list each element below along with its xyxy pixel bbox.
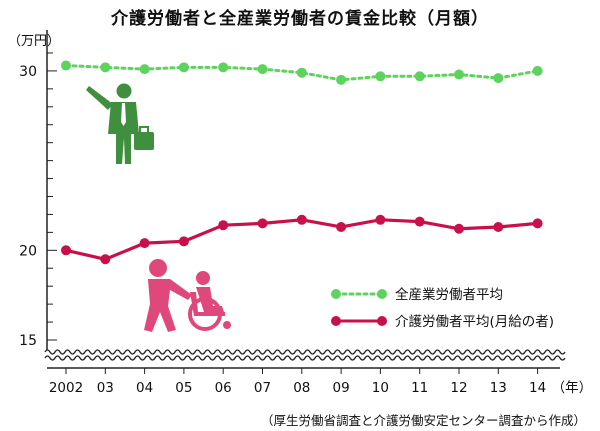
all-industry-point [336,74,347,85]
x-tick-label: 03 [97,380,114,396]
y-tick-label: 15 [19,333,37,349]
care-worker-point [454,223,464,234]
care-worker-point [218,220,229,231]
care-worker-point [257,218,268,229]
businessman-icon [86,83,154,164]
x-tick-label: 04 [136,380,153,396]
chart-title: 介護労働者と全産業労働者の賃金比較（月額） [111,9,489,29]
care-worker-point [532,218,543,229]
all-industry-point [61,60,71,71]
x-tick-label: 14 [529,380,546,396]
all-industry-point [257,64,268,75]
caregiver-head [149,259,167,277]
x-tick-label: 09 [333,380,350,396]
axis-break-line [44,355,566,361]
x-tick-label: 13 [490,380,507,396]
y-tick-label: 20 [19,243,37,259]
all-industry-point [139,64,150,75]
care-worker-point [375,214,386,225]
all-industry-point [375,71,386,82]
x-axis-unit: （年） [552,380,593,396]
legend-label: 介護労働者平均(月給の者) [395,314,554,330]
legend-marker [377,289,387,299]
caregiver-body [144,279,192,332]
care-worker-point [493,221,504,232]
all-industry-point [100,62,111,73]
care-worker-point [61,245,71,256]
axis-break-line [44,349,566,355]
care-worker-point [139,238,150,249]
care-worker-point [336,221,347,232]
patient-head [196,271,210,285]
all-industry-point [454,69,464,80]
x-tick-label: 05 [175,380,192,396]
wheelchair-frame [190,292,225,316]
x-tick-label: 07 [254,380,271,396]
wheelchair-front-wheel [223,321,231,329]
care-worker-point [178,236,189,247]
legend-marker [377,316,387,326]
businessman-briefcase [134,132,154,150]
x-tick-label: 2002 [49,380,83,396]
wheelchair-caregiver-icon [144,259,231,332]
x-tick-label: 06 [215,380,232,396]
businessman-arm [86,86,113,110]
all-industry-point [178,62,189,73]
all-industry-point [296,67,307,78]
all-industry-point [218,62,229,73]
businessman-head [116,83,132,99]
care-worker-point [296,214,307,225]
all-industry-point [414,71,425,82]
businessman-tie [121,103,126,126]
legend-marker [331,289,341,299]
legend-marker [331,316,341,326]
briefcase-handle [139,126,149,134]
care-worker-line [65,218,538,261]
all-industry-point [493,73,504,84]
y-tick-label: 30 [19,64,37,80]
x-tick-label: 12 [450,380,467,396]
care-worker-point [414,216,425,227]
legend-label: 全産業労働者平均 [395,286,503,303]
all-industry-point [532,65,543,76]
x-tick-label: 10 [372,380,389,396]
x-tick-label: 11 [411,380,428,396]
businessman-body [108,102,139,164]
x-tick-label: 08 [293,380,310,396]
source-note: （厚生労働省調査と介護労働安定センター調査から作成） [260,413,586,428]
care-worker-point [100,254,111,265]
